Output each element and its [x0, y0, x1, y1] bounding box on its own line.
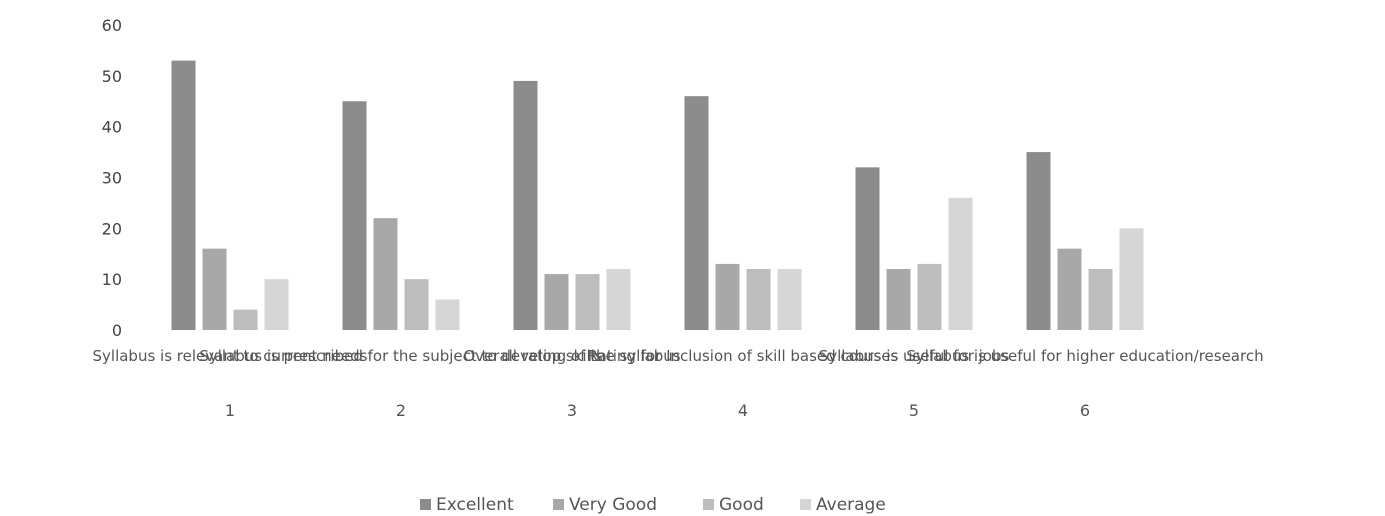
y-tick-label: 10: [102, 270, 122, 289]
x-category-number: 5: [909, 401, 919, 420]
x-category-label: Syllabus is useful for jobs: [819, 347, 1010, 365]
legend-swatch: [553, 499, 564, 510]
bar-average: [948, 197, 973, 330]
legend-label: Average: [816, 495, 886, 515]
bar-average: [264, 279, 289, 330]
bar-excellent: [171, 60, 196, 330]
bar-group: [513, 80, 631, 331]
bar-good: [233, 309, 258, 330]
legend-label: Very Good: [569, 495, 657, 515]
x-category-number: 2: [396, 401, 406, 420]
legend-item: Excellent: [420, 495, 514, 515]
bar-very-good: [715, 263, 740, 330]
bar-very-good: [886, 269, 911, 330]
bar-average: [1119, 228, 1144, 330]
bar-excellent: [855, 167, 880, 330]
y-tick-label: 0: [112, 321, 122, 340]
legend-swatch: [703, 499, 714, 510]
bar-group: [171, 60, 289, 330]
x-category-label: Overall rating of the syllabus: [463, 347, 680, 365]
bar-average: [606, 269, 631, 330]
x-category-label: Syllabus is prescribed for the subject t…: [199, 347, 603, 365]
x-category-number: 1: [225, 401, 235, 420]
x-category-number: 4: [738, 401, 748, 420]
y-tick-label: 30: [102, 169, 122, 188]
bar-average: [435, 299, 460, 330]
legend-label: Good: [719, 495, 764, 515]
bar-excellent: [513, 80, 538, 331]
y-tick-label: 40: [102, 118, 122, 137]
x-category-number: 3: [567, 401, 577, 420]
bar-group: [855, 167, 973, 330]
y-tick-label: 60: [102, 16, 122, 35]
bar-good: [746, 269, 771, 330]
category-labels: Syllabus is relevant to current needsSyl…: [93, 347, 1264, 365]
y-tick-label: 20: [102, 219, 122, 238]
y-tick-label: 50: [102, 67, 122, 86]
bar-average: [777, 269, 802, 330]
legend-item: Very Good: [553, 495, 657, 515]
bar-group: [684, 96, 802, 331]
y-axis: 0 10 20 30 40 50 60: [102, 16, 122, 340]
bar-group: [1026, 152, 1144, 330]
category-numbers: 1 2 3 4 5 6: [225, 401, 1090, 420]
legend-swatch: [800, 499, 811, 510]
bar-group: [342, 101, 460, 330]
bar-very-good: [202, 248, 227, 330]
x-category-label: Rating for Inclusion of skill based cour…: [588, 347, 899, 365]
legend-item: Average: [800, 495, 886, 515]
bar-very-good: [544, 274, 569, 330]
bar-excellent: [1026, 152, 1051, 330]
bar-good: [575, 274, 600, 330]
bar-excellent: [684, 96, 709, 331]
x-category-number: 6: [1080, 401, 1090, 420]
legend-swatch: [420, 499, 431, 510]
x-category-label: Syllabus is relevant to current needs: [93, 347, 368, 365]
bar-good: [404, 279, 429, 330]
bar-very-good: [1057, 248, 1082, 330]
bar-very-good: [373, 218, 398, 330]
bar-good: [917, 263, 942, 330]
bars: [171, 60, 1144, 331]
x-category-label: Syllabus is useful for higher education/…: [906, 347, 1263, 365]
bar-excellent: [342, 101, 367, 330]
legend-item: Good: [703, 495, 764, 515]
legend: Excellent Very Good Good Average: [420, 495, 886, 515]
legend-label: Excellent: [436, 495, 514, 515]
bar-good: [1088, 269, 1113, 330]
